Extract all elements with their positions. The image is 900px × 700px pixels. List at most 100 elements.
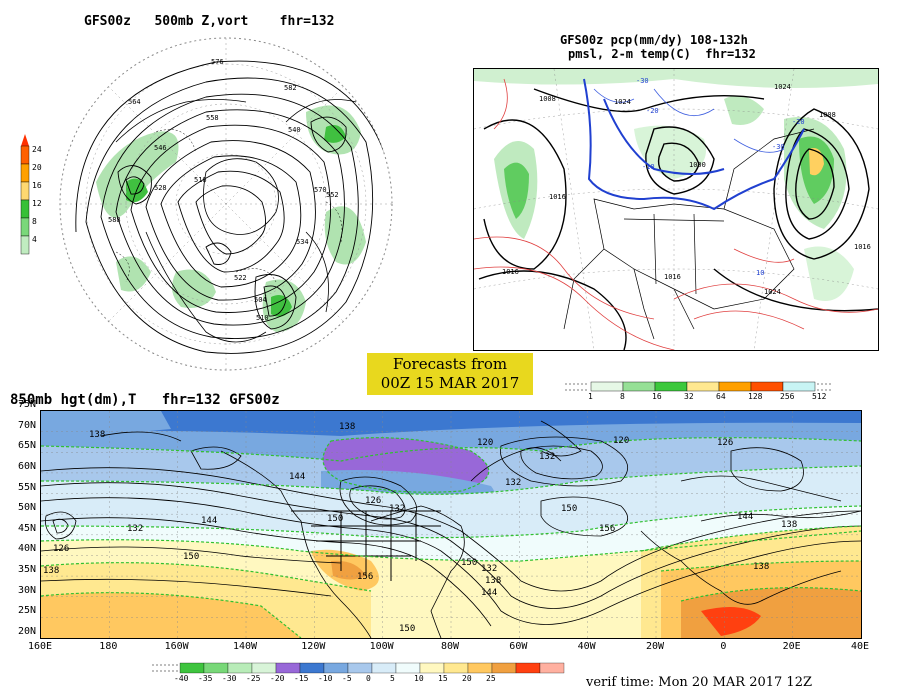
polar-contour-label: 522 xyxy=(234,274,247,282)
pressure-label: 1016 xyxy=(549,193,566,201)
longitude-label: 160E xyxy=(27,641,53,652)
height-label: 126 xyxy=(53,544,69,554)
longitude-labels: 160E 180 160W 140W 120W 100W 80W 60W 40W 20W 0 20E 4… xyxy=(20,641,880,655)
temp-colorbar-swatch xyxy=(275,662,301,674)
latitude-label: 60N xyxy=(17,460,36,472)
temp-colorbar xyxy=(150,660,600,674)
temp-colorbar-swatch xyxy=(419,662,445,674)
longitude-label: 140W xyxy=(232,641,258,652)
temp-colorbar-tick: 0 xyxy=(366,674,371,683)
pressure-label: 1016 xyxy=(854,243,871,251)
longitude-label: 160W xyxy=(164,641,189,652)
pressure-label: 1008 xyxy=(819,111,836,119)
vort-colorbar-swatch xyxy=(20,163,30,183)
temp-colorbar-labels: -40 -35 -30 -25 -20 -15 -10 -5 0 5 10 15 20 25 xyxy=(160,674,590,686)
vort-colorbar-swatch xyxy=(20,235,30,255)
height-label: 138 xyxy=(339,422,355,432)
longitude-label: 40W xyxy=(577,641,596,652)
pcp-colorbar-tick: 16 xyxy=(652,392,662,401)
pcp-colorbar-labels: 1 8 16 32 64 128 256 512 xyxy=(585,392,827,402)
verif-time: verif time: Mon 20 MAR 2017 12Z xyxy=(586,675,812,690)
longitude-label: 60W xyxy=(509,641,528,652)
temp-colorbar-tick: -30 xyxy=(222,674,237,683)
polar-contour-label: 564 xyxy=(128,98,141,106)
longitude-label: 20W xyxy=(645,641,665,652)
vort-colorbar-swatch xyxy=(20,145,30,165)
height-label: 156 xyxy=(357,572,373,582)
pcp-pmsl-map: 1016 1024 1008 1016 1024 1000 1008 1016 1024 1016… xyxy=(473,68,879,351)
latitude-label: 20N xyxy=(17,626,36,637)
pcp-colorbar xyxy=(563,380,833,404)
pressure-label: 1024 xyxy=(764,288,781,296)
temp-colorbar-tick: -10 xyxy=(318,674,333,683)
pcp-colorbar-tick: 512 xyxy=(812,392,827,401)
pcp-colorbar-tick: 1 xyxy=(588,392,593,401)
vort-colorbar-swatch xyxy=(20,181,30,201)
height-label: 150 xyxy=(561,504,577,514)
panel-pcp-title-line1: GFS00z pcp(mm/dy) 108-132h xyxy=(560,33,748,47)
pressure-label: 1016 xyxy=(664,273,681,281)
polar-contour-label: 504 xyxy=(254,296,267,304)
temp-colorbar-tick: 20 xyxy=(462,674,472,683)
latitude-label: 70N xyxy=(17,419,36,431)
vort-colorbar-tick: 12 xyxy=(32,199,42,208)
temp-label: -10 xyxy=(642,163,655,171)
vort-colorbar-swatch xyxy=(20,199,30,219)
latitude-label: 30N xyxy=(17,584,36,596)
temp-colorbar-swatch xyxy=(299,662,325,674)
polar-contour-label: 528 xyxy=(154,184,167,192)
vort-colorbar-labels: 24 20 16 12 8 4 xyxy=(32,144,56,264)
vort-colorbar-tick: 4 xyxy=(32,235,37,244)
height-label: 120 xyxy=(477,438,493,448)
polar-contour-label: 510 xyxy=(256,314,269,322)
polar-contour-label: 558 xyxy=(206,114,219,122)
polar-contour-label: 582 xyxy=(284,84,297,92)
map-850mb: 138 138 120 132 120 126 144 132 126 132 150 156 144 1… xyxy=(40,410,862,639)
temp-colorbar-swatch xyxy=(347,662,373,674)
height-label: 138 xyxy=(753,562,769,572)
longitude-label: 0 xyxy=(720,641,727,652)
temp-label: -30 xyxy=(636,77,649,85)
polar-contour-label: 552 xyxy=(326,191,339,199)
temp-colorbar-swatch xyxy=(491,662,517,674)
pcp-colorbar-swatch xyxy=(654,381,688,392)
polar-contour-label: 576 xyxy=(211,58,224,66)
temp-colorbar-tick: -35 xyxy=(198,674,213,683)
panel-500mb-title: GFS00z 500mb Z,vort fhr=132 xyxy=(84,14,335,29)
temp-colorbar-tick: -20 xyxy=(270,674,285,683)
height-label: 144 xyxy=(481,588,497,598)
height-label: 132 xyxy=(389,504,405,514)
temp-label: -20 xyxy=(792,118,805,126)
temp-colorbar-tick: 5 xyxy=(390,674,395,683)
temp-colorbar-swatch xyxy=(395,662,421,674)
temp-colorbar-tick: -15 xyxy=(294,674,309,683)
polar-contour-label: 516 xyxy=(194,176,207,184)
pcp-colorbar-swatch xyxy=(782,381,816,392)
latitude-label: 50N xyxy=(17,502,36,514)
latitude-labels: 75N 70N 65N 60N 55N 50N 45N 40N 35N 30N 25N 20N xyxy=(4,399,40,640)
temp-label: -30 xyxy=(772,143,785,151)
temp-colorbar-swatch xyxy=(179,662,205,674)
height-label: 138 xyxy=(89,430,105,440)
temp-colorbar-swatch xyxy=(371,662,397,674)
height-label: 138 xyxy=(43,566,59,576)
forecast-banner-line1: Forecasts from xyxy=(392,355,508,373)
height-label: 144 xyxy=(289,472,305,482)
height-label: 132 xyxy=(539,452,555,462)
temp-colorbar-swatch xyxy=(515,662,541,674)
longitude-label: 120W xyxy=(301,641,326,652)
pcp-colorbar-swatch xyxy=(590,381,624,392)
polar-contour-label: 534 xyxy=(296,238,309,246)
temp-colorbar-swatch xyxy=(323,662,349,674)
height-label: 126 xyxy=(717,438,733,448)
pressure-label: 1024 xyxy=(614,98,631,106)
height-label: 144 xyxy=(201,516,217,526)
longitude-label: 40E xyxy=(850,641,870,652)
polar-contour-label: 540 xyxy=(288,126,301,134)
pcp-colorbar-tick: 256 xyxy=(780,392,795,401)
panel-850mb-title: 850mb hgt(dm),T fhr=132 GFS00z xyxy=(10,392,280,408)
temp-colorbar-tick: -40 xyxy=(174,674,189,683)
vort-colorbar-tick: 8 xyxy=(32,217,37,226)
pcp-colorbar-tick: 64 xyxy=(716,392,726,401)
temp-colorbar-tick: 10 xyxy=(414,674,424,683)
